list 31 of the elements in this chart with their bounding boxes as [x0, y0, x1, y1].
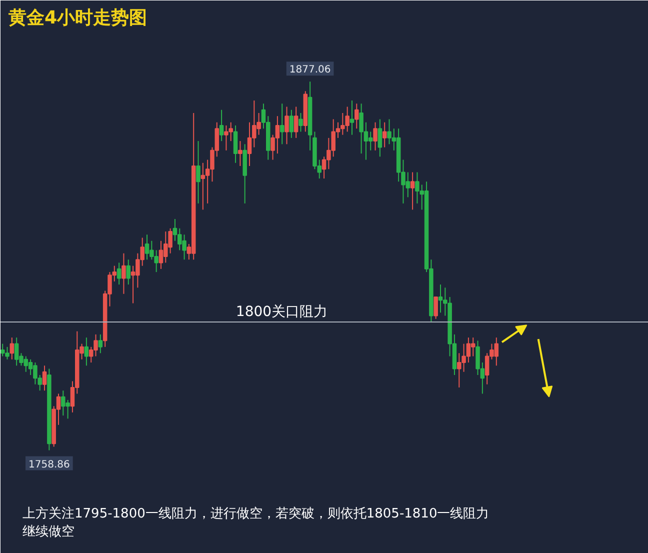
- candlestick: [284, 106, 289, 145]
- candlestick: [84, 337, 89, 366]
- candlestick: [280, 103, 284, 145]
- text: 上方关注1795-1800一线阻力，进行做空，若突破，则依托1805-1810一线阻力继续做空: [22, 506, 490, 540]
- candlestick: [196, 140, 200, 204]
- candlestick: [373, 122, 378, 151]
- candlestick: [238, 140, 242, 167]
- candlestick: [200, 162, 206, 210]
- candlestick: [434, 296, 438, 320]
- candlestick: [350, 100, 354, 136]
- candlestick: [126, 259, 131, 286]
- candlestick: [354, 103, 359, 130]
- candlestick: [116, 262, 122, 286]
- ref-line-label: 1800关口阻力: [236, 304, 328, 320]
- candlestick: [368, 131, 373, 151]
- candlestick: [98, 334, 103, 354]
- candlestick: [378, 118, 382, 158]
- candlestick: [233, 124, 238, 164]
- annotation: 1758.86: [28, 459, 70, 470]
- candlestick: [289, 109, 294, 138]
- candlestick: [382, 122, 387, 148]
- candlestick: [470, 337, 476, 357]
- candlestick: [298, 112, 303, 132]
- candlestick: [410, 172, 415, 210]
- candlestick: [10, 337, 14, 360]
- candlestick: [122, 252, 126, 294]
- annotation: 1877.06: [289, 64, 331, 76]
- candlestick: [294, 106, 298, 138]
- candlestick: [42, 365, 47, 392]
- candlestick: [219, 109, 224, 142]
- chart-title: 黄金4小时走势图: [8, 8, 148, 28]
